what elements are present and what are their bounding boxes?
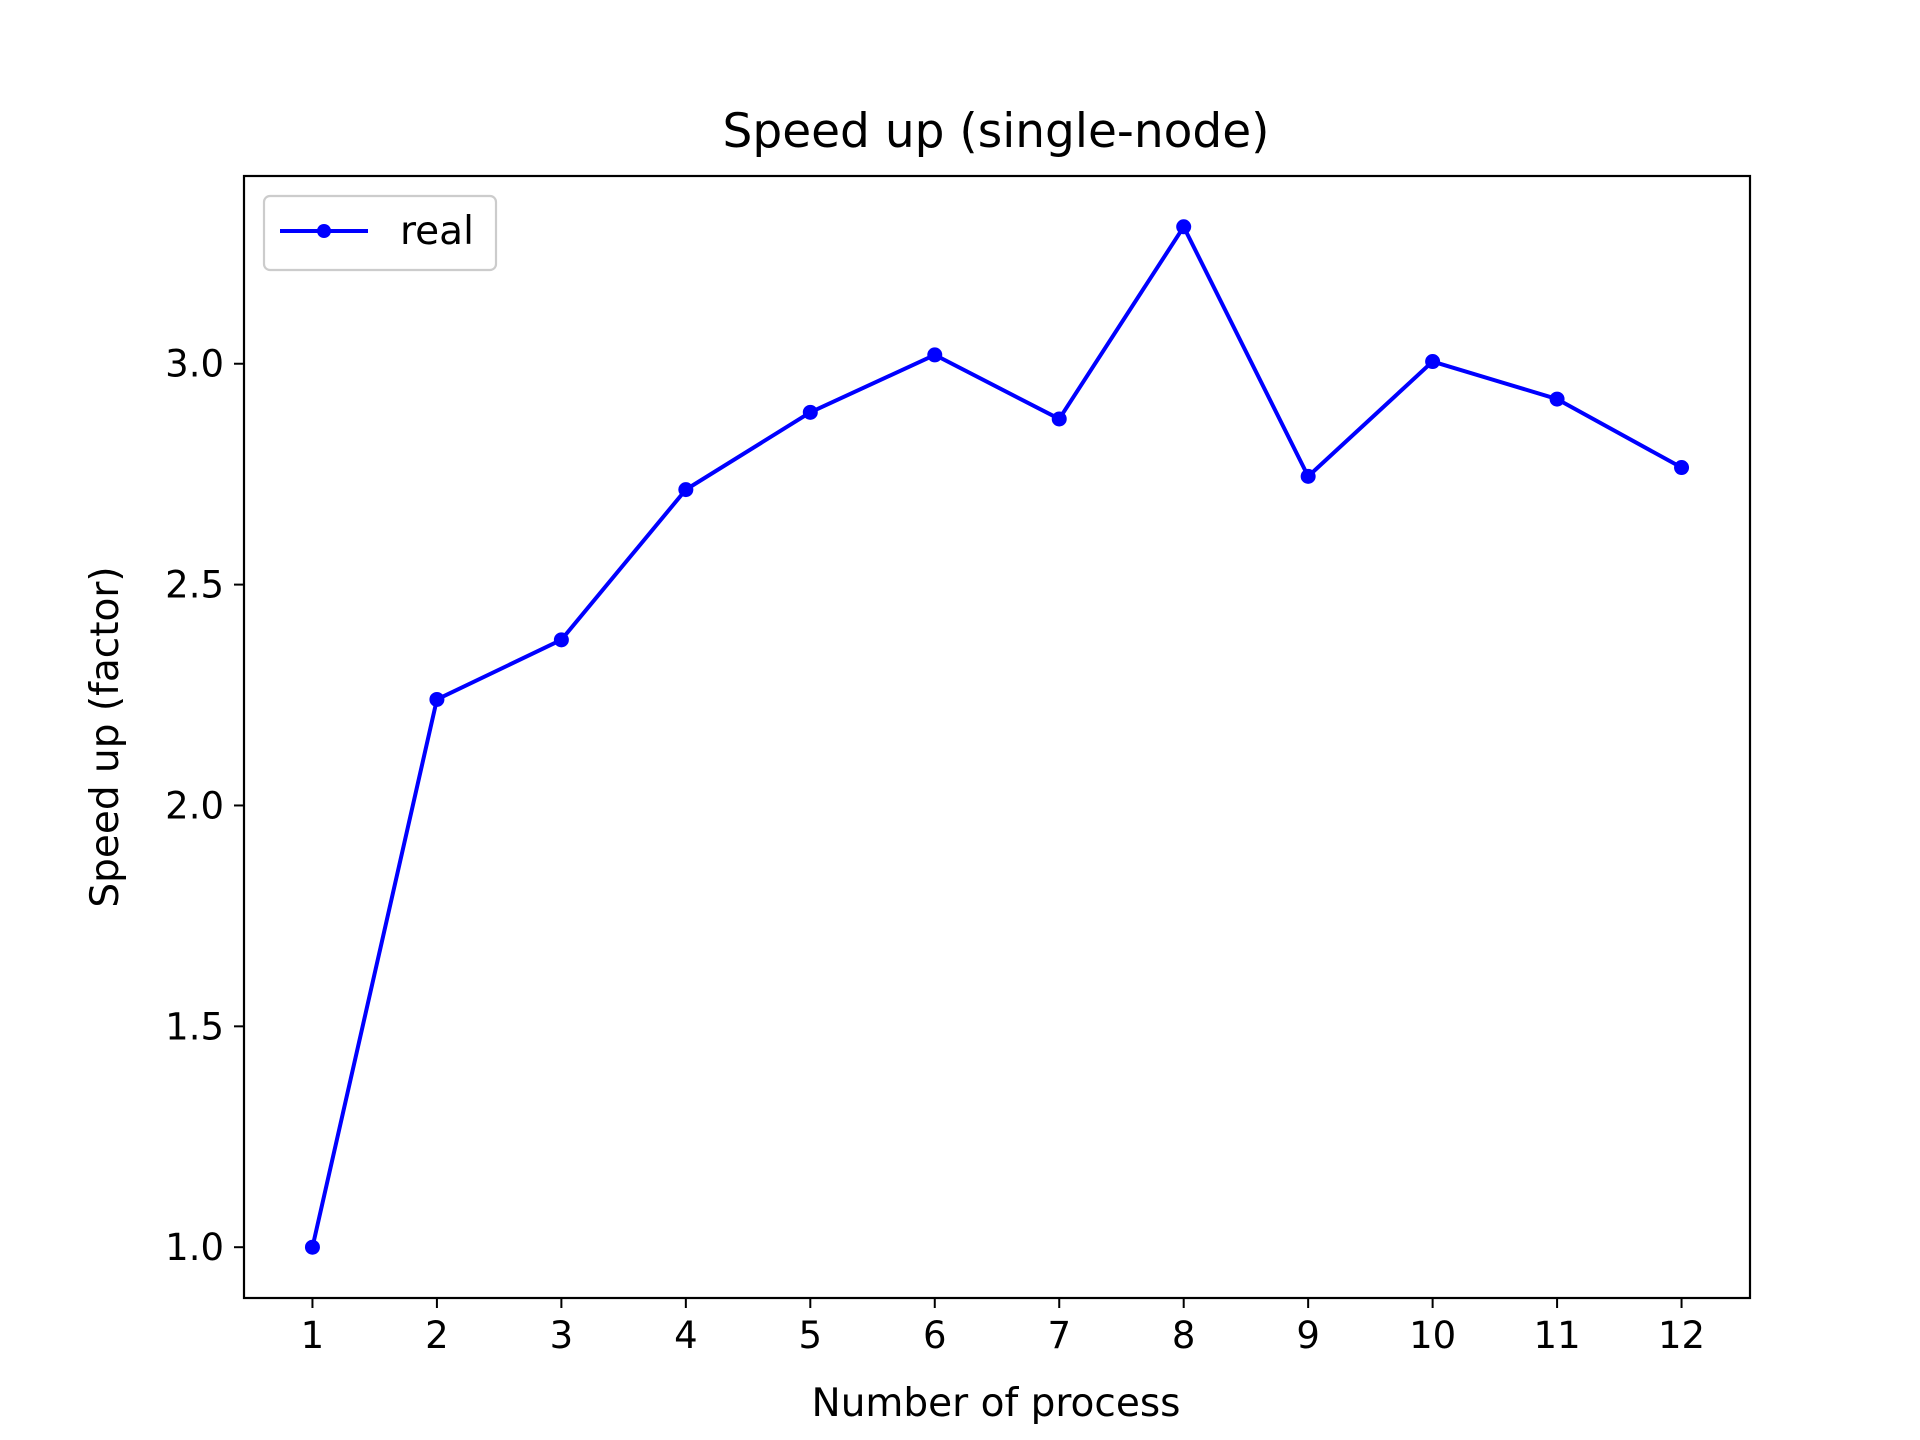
plot-area: 1 2 3 4 5 6 7 8 9 10 11 12 1.01.52.02.53.0 [165,174,1752,1357]
x-tick-label: 10 [1409,1314,1456,1357]
plot-frame [242,174,1752,1300]
x-tick-label: 11 [1534,1314,1581,1357]
x-axis-label: Number of process [812,1381,1181,1426]
x-tick-label: 12 [1658,1314,1705,1357]
legend-box [262,194,498,272]
y-tick-label: 1.0 [165,1226,224,1269]
data-point [678,482,694,498]
x-tick-label: 2 [425,1314,449,1357]
x-tick-label: 5 [799,1314,823,1357]
y-tick-label: 2.0 [165,784,224,827]
series-layer [304,219,1690,1255]
x-tick-label: 6 [923,1314,947,1357]
data-point [1300,468,1316,484]
x-tick-label: 3 [550,1314,574,1357]
data-point [1051,411,1067,427]
x-tick-label: 4 [674,1314,698,1357]
legend-marker-real [317,224,331,238]
y-tick-label: 3.0 [165,343,224,386]
data-point [1425,354,1441,370]
x-axis-ticks: 1 2 3 4 5 6 7 8 9 10 11 12 [301,1298,1705,1357]
series-line-real [310,224,1683,1248]
x-tick-label: 9 [1296,1314,1320,1357]
data-point [553,632,569,648]
y-axis-label: Speed up (factor) [83,566,128,907]
data-point [429,691,445,707]
y-tick-label: 1.5 [165,1005,224,1048]
y-tick-label: 2.5 [165,564,224,607]
data-point [1549,391,1565,407]
data-point [802,404,818,420]
data-point [1674,460,1690,476]
data-point [1176,219,1192,235]
legend-label-real: real [400,209,474,254]
x-tick-label: 1 [301,1314,325,1357]
legend: real [262,194,498,272]
data-point [927,347,943,363]
x-tick-label: 8 [1172,1314,1196,1357]
chart-title: Speed up (single-node) [723,104,1270,159]
y-axis-ticks: 1.0 1.5 2.0 2.5 3.0 [165,343,244,1269]
data-point [304,1239,320,1255]
x-tick-label: 7 [1047,1314,1071,1357]
